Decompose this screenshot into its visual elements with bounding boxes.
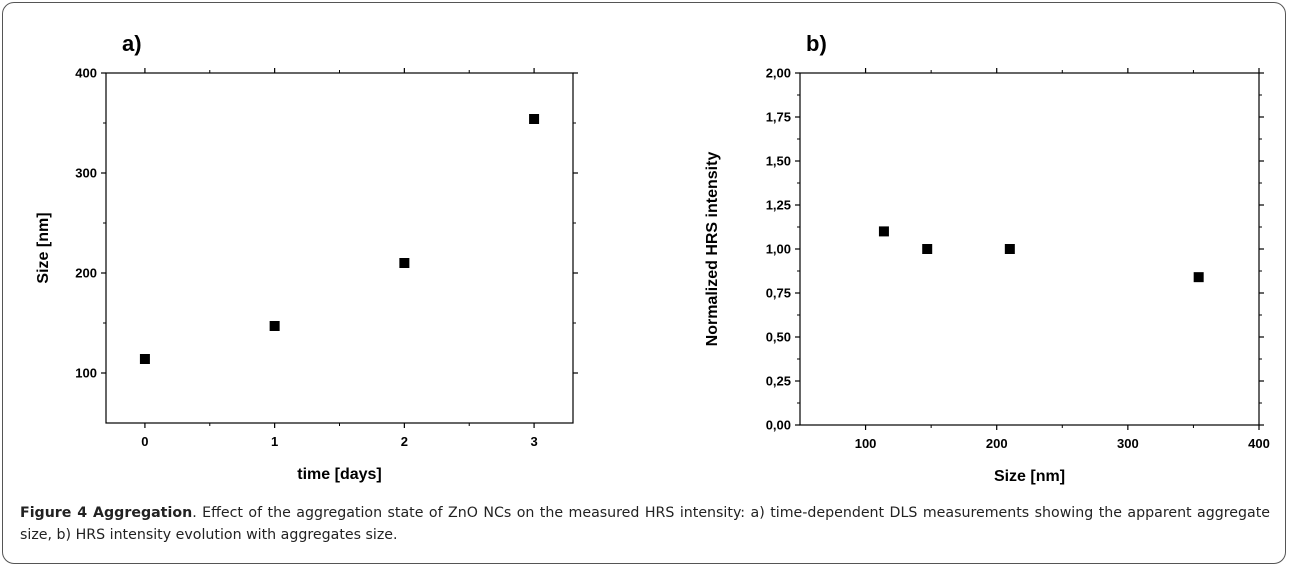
- y-axis-title-b: Normalized HRS intensity: [704, 152, 721, 347]
- y-tick-label-b: 1,75: [766, 110, 791, 125]
- data-point-b: [878, 226, 889, 237]
- y-tick-label-b: 0,00: [766, 418, 791, 433]
- data-point-b: [922, 244, 933, 254]
- chart-panel-a: a) 0 1 2 3 100 200 300 400 time [days] Size [nm]: [35, 31, 578, 483]
- data-point-a: [529, 114, 540, 124]
- y-tick-label-a: 100: [75, 366, 97, 381]
- caption-text: . Effect of the aggregation state of ZnO…: [20, 505, 1271, 543]
- y-tick-label-b: 0,25: [766, 374, 791, 389]
- y-axis-title-a: Size [nm]: [35, 212, 52, 283]
- data-point-a: [269, 321, 280, 331]
- figure-caption: Figure 4 Aggregation. Effect of the aggr…: [20, 502, 1270, 546]
- x-tick-label-b: 100: [855, 436, 877, 451]
- data-point-b: [1004, 244, 1015, 254]
- panel-label-a: a): [122, 31, 142, 56]
- y-tick-label-a: 200: [75, 266, 97, 281]
- y-tick-label-b: 1,00: [766, 242, 791, 257]
- data-point-a: [399, 258, 410, 268]
- x-tick-label-b: 200: [986, 436, 1008, 451]
- x-tick-label-a: 3: [530, 434, 537, 449]
- plot-frame-a: [105, 72, 574, 424]
- data-point-b: [1193, 272, 1204, 283]
- y-tick-label-b: 0,50: [766, 330, 791, 345]
- y-tick-label-b: 1,50: [766, 154, 791, 169]
- y-tick-label-a: 400: [75, 66, 97, 81]
- panel-label-b: b): [806, 31, 827, 56]
- y-tick-label-b: 0,75: [766, 286, 791, 301]
- y-tick-label-a: 300: [75, 166, 97, 181]
- x-tick-label-b: 400: [1248, 436, 1270, 451]
- x-axis-title-b: Size [nm]: [994, 468, 1065, 485]
- x-tick-label-a: 1: [271, 434, 278, 449]
- x-axis-title-a: time [days]: [297, 466, 381, 483]
- plot-frame-b: [799, 72, 1260, 426]
- y-tick-label-b: 2,00: [766, 66, 791, 81]
- x-tick-label-a: 0: [141, 434, 148, 449]
- x-tick-label-b: 300: [1117, 436, 1139, 451]
- y-tick-label-b: 1,25: [766, 198, 791, 213]
- figure-charts: a) 0 1 2 3 100 200 300 400 time [days] Size [nm] b…: [35, 31, 1270, 485]
- caption-title: Figure 4 Aggregation: [20, 505, 193, 521]
- data-point-a: [139, 354, 150, 364]
- x-tick-label-a: 2: [401, 434, 408, 449]
- chart-panel-b: b) 100 200 300 400 0,00 0,25 0,50 0,75 1,00 1,25 1,…: [704, 31, 1270, 485]
